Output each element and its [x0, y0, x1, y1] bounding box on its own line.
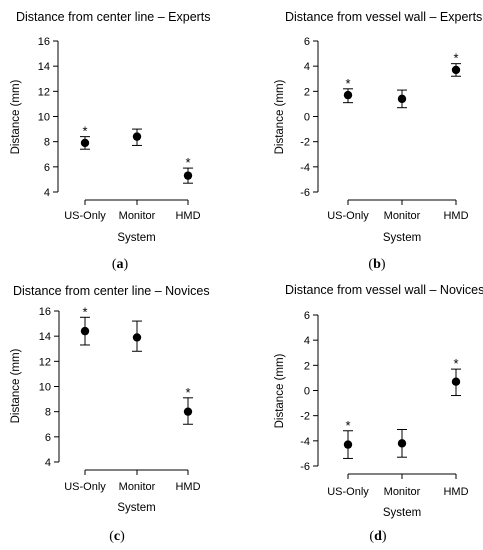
panel-label: (c)	[109, 529, 125, 544]
x-tick-label: HMD	[443, 486, 468, 498]
significance-star: *	[82, 304, 87, 319]
y-tick-label: 6	[304, 36, 310, 48]
panel-label: (d)	[369, 529, 386, 544]
y-tick-label: 4	[304, 61, 310, 73]
x-tick-label: HMD	[443, 210, 468, 222]
x-tick-label: Monitor	[119, 210, 156, 222]
y-tick-label: 10	[39, 382, 51, 394]
y-tick-label: 6	[304, 310, 310, 322]
x-tick-label: Monitor	[119, 481, 156, 493]
significance-star: *	[185, 385, 190, 400]
y-tick-label: 12	[39, 356, 51, 368]
panel-label-close: )	[382, 529, 387, 544]
x-tick-label: US-Only	[64, 210, 106, 222]
significance-star: *	[345, 76, 350, 91]
y-tick-label: 2	[304, 360, 310, 372]
y-tick-label: 8	[44, 137, 50, 149]
data-point	[343, 90, 353, 100]
panel-label-open: (	[368, 257, 373, 272]
y-tick-label: 6	[45, 432, 51, 444]
y-tick-label: -6	[300, 461, 310, 473]
y-tick-label: 6	[44, 162, 50, 174]
y-tick-label: -4	[300, 162, 310, 174]
x-tick-label: Monitor	[384, 210, 421, 222]
y-axis-label: Distance (mm)	[274, 79, 286, 154]
data-point	[132, 333, 142, 342]
y-tick-label: 16	[38, 36, 50, 48]
chart-title: Distance from center line – Experts	[16, 10, 211, 24]
data-point	[451, 377, 461, 386]
panel-label-close: )	[120, 529, 125, 544]
x-tick-label: US-Only	[327, 210, 369, 222]
y-tick-label: 14	[39, 331, 51, 343]
chart-title: Distance from center line – Novices	[13, 284, 210, 298]
panel-label-open: (	[112, 257, 117, 272]
panel-label: (b)	[368, 257, 385, 272]
y-axis-label: Distance (mm)	[10, 79, 22, 154]
y-axis-label: Distance (mm)	[10, 348, 22, 423]
y-tick-label: -4	[300, 436, 310, 448]
y-tick-label: 8	[45, 407, 51, 419]
y-tick-label: -2	[300, 137, 310, 149]
significance-star: *	[453, 356, 458, 371]
y-tick-label: 2	[304, 86, 310, 98]
panel-label-letter: d	[374, 529, 382, 544]
y-tick-label: 0	[304, 112, 310, 124]
x-axis-label: System	[383, 507, 421, 519]
panel-label-open: (	[109, 529, 114, 544]
panel-label-letter: c	[114, 529, 120, 544]
y-tick-label: 4	[45, 457, 51, 469]
x-axis-label: System	[383, 232, 421, 244]
panel-label-letter: a	[117, 257, 124, 272]
chart-panel-a: Distance from center line – Experts 4 6 8 10…	[10, 10, 211, 272]
data-point	[80, 138, 90, 148]
panel-label-close: )	[124, 257, 129, 272]
panel-label-letter: b	[373, 257, 381, 272]
x-tick-label: HMD	[175, 210, 200, 222]
data-point	[343, 440, 353, 449]
x-axis-label: System	[117, 502, 155, 514]
y-tick-label: 10	[38, 112, 50, 124]
x-axis-label: System	[117, 232, 155, 244]
y-axis-label: Distance (mm)	[274, 353, 286, 428]
x-tick-label: US-Only	[327, 486, 369, 498]
y-tick-label: 4	[304, 335, 310, 347]
panel-label: (a)	[112, 257, 129, 272]
data-point	[451, 65, 461, 75]
x-tick-label: Monitor	[384, 486, 421, 498]
significance-star: *	[345, 418, 350, 433]
panel-label-open: (	[369, 529, 374, 544]
y-tick-label: -2	[300, 411, 310, 423]
chart-panel-c: Distance from center line – Novices 4 6 8 10…	[10, 284, 210, 544]
chart-title: Distance from vessel wall – Novices	[285, 283, 483, 297]
significance-star: *	[82, 124, 87, 139]
chart-panel-b: Distance from vessel wall – Experts -6 -4 -…	[274, 10, 482, 272]
data-point	[183, 407, 193, 416]
data-point	[183, 171, 193, 180]
significance-star: *	[453, 51, 458, 66]
data-point	[80, 326, 90, 336]
y-tick-label: 16	[39, 306, 51, 318]
x-tick-label: HMD	[175, 481, 200, 493]
y-tick-label: 0	[304, 386, 310, 398]
significance-star: *	[185, 155, 190, 170]
y-tick-label: 14	[38, 61, 50, 73]
chart-title: Distance from vessel wall – Experts	[285, 10, 482, 24]
x-tick-label: US-Only	[64, 481, 106, 493]
data-point	[132, 132, 142, 141]
y-tick-label: -6	[300, 187, 310, 199]
y-tick-label: 12	[38, 86, 50, 98]
data-point	[397, 94, 407, 104]
panel-label-close: )	[381, 257, 386, 272]
y-tick-label: 4	[44, 187, 50, 199]
chart-panel-d: Distance from vessel wall – Novices -6 -4 -…	[274, 283, 483, 544]
data-point	[397, 439, 407, 448]
